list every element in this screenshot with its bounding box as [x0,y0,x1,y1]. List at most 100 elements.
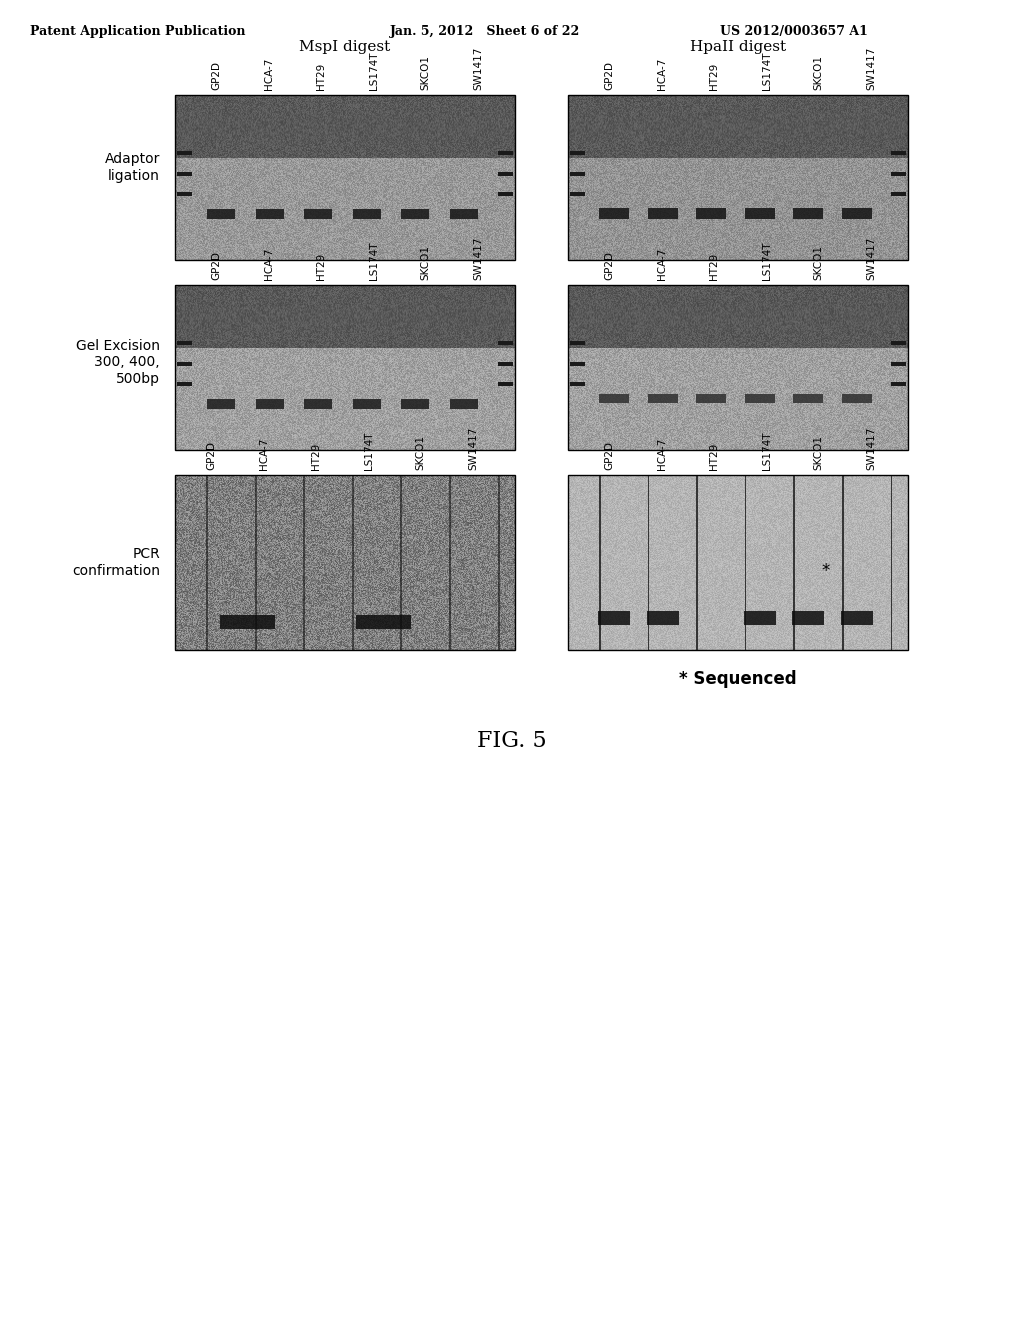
Bar [794,209,823,219]
Bar [207,399,236,409]
Text: GP2D: GP2D [207,441,217,470]
Bar [177,381,193,385]
Text: SKCO1: SKCO1 [814,436,824,470]
Bar [570,341,585,345]
Text: LS174T: LS174T [762,51,771,90]
Text: HCA-7: HCA-7 [264,248,274,280]
Bar [177,150,193,154]
Bar [570,362,585,366]
Bar [177,191,193,195]
Bar [175,475,515,649]
Text: SW1417: SW1417 [473,46,483,90]
Bar [599,395,629,404]
Text: Patent Application Publication: Patent Application Publication [30,25,246,38]
Bar [498,475,500,649]
Bar [647,611,679,624]
Bar [207,209,236,219]
Text: HCA-7: HCA-7 [657,438,667,470]
Bar [599,209,629,219]
Bar [401,209,429,219]
Bar [353,399,381,409]
Bar [220,615,275,630]
Bar [891,381,906,385]
Bar [568,475,908,649]
Text: SW1417: SW1417 [866,46,877,90]
Bar [696,395,726,404]
Bar [891,150,906,154]
Bar [356,615,412,630]
Bar [891,362,906,366]
Text: HCA-7: HCA-7 [264,58,274,90]
Bar [498,381,513,385]
Text: HCA-7: HCA-7 [259,438,269,470]
Bar [891,191,906,195]
Bar [696,475,697,649]
Text: SKCO1: SKCO1 [814,55,824,90]
Bar [401,399,429,409]
Text: GP2D: GP2D [604,61,614,90]
Bar [648,209,678,219]
Bar [568,285,908,450]
Text: LS174T: LS174T [364,432,374,470]
Bar [570,191,585,195]
Bar [177,341,193,345]
Bar [744,209,775,219]
Text: SKCO1: SKCO1 [421,55,431,90]
Text: GP2D: GP2D [212,251,221,280]
Bar [498,150,513,154]
Bar [175,95,515,260]
Bar [891,475,892,649]
Bar [570,150,585,154]
Text: SW1417: SW1417 [468,426,478,470]
Text: US 2012/0003657 A1: US 2012/0003657 A1 [720,25,868,38]
Bar [498,362,513,366]
Bar [256,399,284,409]
Text: *: * [821,562,829,581]
Text: HT29: HT29 [710,63,719,90]
Bar [449,475,451,649]
Bar [177,362,193,366]
Text: GP2D: GP2D [212,61,221,90]
Bar [498,341,513,345]
Bar [256,209,284,219]
Bar [206,475,208,649]
Bar [648,475,649,649]
Bar [793,611,824,624]
Text: HT29: HT29 [311,442,322,470]
Text: HCA-7: HCA-7 [657,58,667,90]
Bar [842,209,872,219]
Bar [841,611,873,624]
Bar [353,209,381,219]
Text: LS174T: LS174T [369,51,379,90]
Text: HT29: HT29 [710,442,719,470]
Text: Gel Excision
300, 400,
500bp: Gel Excision 300, 400, 500bp [76,339,160,385]
Bar [599,475,601,649]
Bar [891,172,906,176]
Bar [794,475,795,649]
Text: * Sequenced: * Sequenced [679,671,797,688]
Bar [842,395,872,404]
Bar [570,381,585,385]
Text: SW1417: SW1417 [473,236,483,280]
Text: PCR
confirmation: PCR confirmation [72,548,160,578]
Bar [744,475,746,649]
Text: HT29: HT29 [710,252,719,280]
Bar [450,399,478,409]
Text: SKCO1: SKCO1 [416,436,426,470]
Text: HpaII digest: HpaII digest [690,40,786,54]
Text: LS174T: LS174T [762,242,771,280]
Text: SKCO1: SKCO1 [814,246,824,280]
Text: SW1417: SW1417 [866,236,877,280]
Text: Jan. 5, 2012   Sheet 6 of 22: Jan. 5, 2012 Sheet 6 of 22 [390,25,581,38]
Bar [891,341,906,345]
Bar [498,172,513,176]
Bar [598,611,630,624]
Text: HCA-7: HCA-7 [657,248,667,280]
Bar [177,172,193,176]
Bar [303,475,305,649]
Bar [648,395,678,404]
Bar [400,475,402,649]
Bar [304,209,332,219]
Text: SKCO1: SKCO1 [421,246,431,280]
Text: GP2D: GP2D [604,251,614,280]
